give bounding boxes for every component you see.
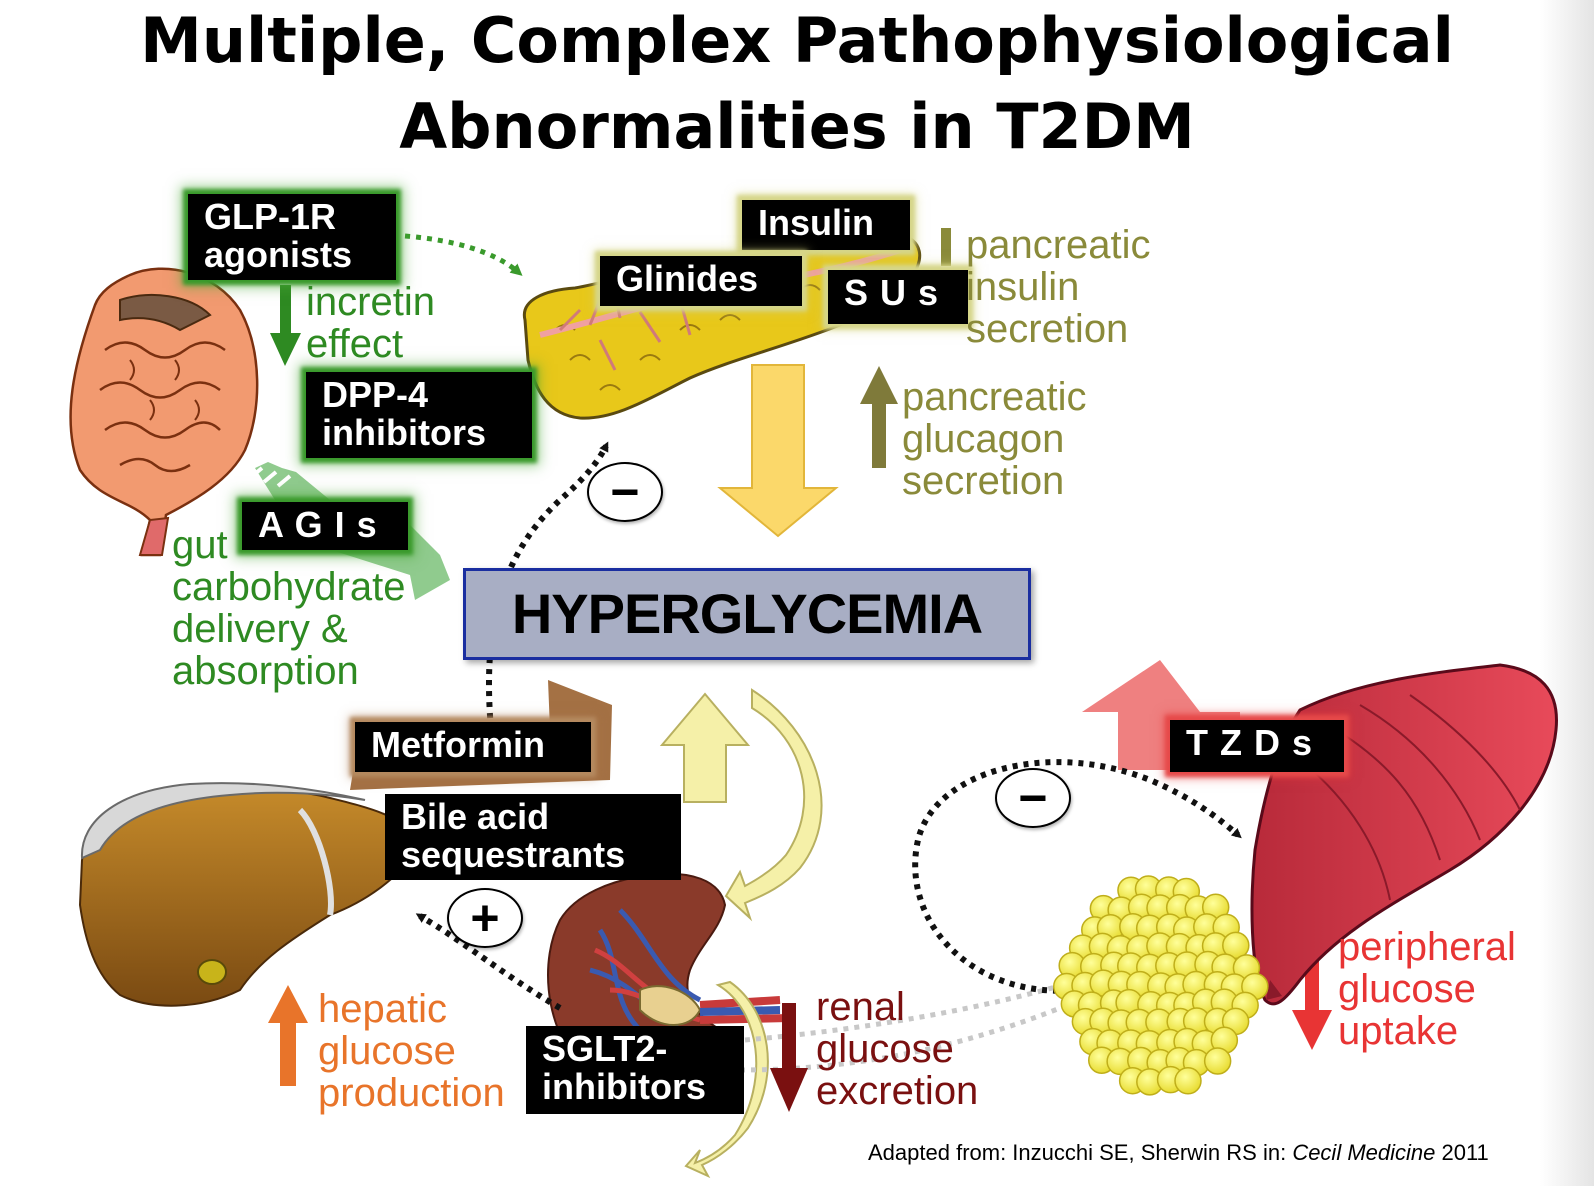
glp1r-line2: agonists bbox=[204, 234, 353, 275]
incretin-down-arrow bbox=[270, 285, 301, 366]
hyperglycemia-to-kidney-arrow bbox=[724, 688, 823, 922]
source-citation: Adapted from: Inzucchi SE, Sherwin RS in… bbox=[868, 1140, 1489, 1166]
intestine-icon bbox=[69, 267, 259, 557]
kidney-bottom-curve-arrow bbox=[684, 980, 769, 1179]
gut-line2: carbohydrate bbox=[172, 565, 406, 609]
glp1r-agonists-box: GLP-1R agonists bbox=[188, 194, 396, 280]
dpp4-line2: inhibitors bbox=[322, 412, 486, 453]
plus-sign-liver: + bbox=[447, 888, 523, 948]
hepatic-up-arrow bbox=[268, 985, 308, 1086]
fat-cell bbox=[1222, 931, 1250, 960]
minus-sign-pancreas: − bbox=[587, 462, 663, 522]
agis-box: A G I s bbox=[242, 502, 408, 550]
source-book: Cecil Medicine bbox=[1292, 1140, 1436, 1165]
glucagon-line3: secretion bbox=[902, 459, 1065, 503]
page-title-line2: Abnormalities in T2DM bbox=[399, 90, 1195, 163]
pancreatic-glucagon-secretion-label: pancreatic glucagon secretion bbox=[902, 376, 1087, 502]
sus-box: S U s bbox=[828, 270, 968, 324]
glp1r-line1: GLP-1R bbox=[204, 196, 337, 237]
gut-line4: absorption bbox=[172, 649, 359, 693]
sglt2-line1: SGLT2- bbox=[542, 1028, 668, 1069]
peripheral-line3: uptake bbox=[1338, 1009, 1459, 1053]
peripheral-glucose-uptake-label: peripheral glucose uptake bbox=[1338, 926, 1516, 1052]
fat-cell bbox=[1203, 1047, 1232, 1075]
peripheral-line1: peripheral bbox=[1338, 925, 1516, 969]
renal-glucose-excretion-label: renal glucose excretion bbox=[816, 986, 978, 1112]
liver-icon bbox=[78, 782, 422, 1007]
page-title-line1: Multiple, Complex Pathophysiological bbox=[140, 4, 1454, 77]
bile-line1: Bile acid bbox=[401, 796, 550, 837]
dotted-arc-to-muscle bbox=[912, 759, 1242, 994]
kidney-up-arrow bbox=[659, 692, 751, 803]
metformin-box: Metformin bbox=[355, 722, 591, 772]
minus-sign-muscle: − bbox=[995, 768, 1071, 828]
dpp4-inhibitors-box: DPP-4 inhibitors bbox=[306, 372, 532, 458]
sglt2-line2: inhibitors bbox=[542, 1066, 706, 1107]
gut-line3: delivery & bbox=[172, 607, 348, 651]
renal-line3: excretion bbox=[816, 1069, 979, 1113]
pancreas-to-hyperglycemia-arrow bbox=[717, 364, 839, 538]
renal-down-arrow bbox=[770, 1003, 808, 1112]
bile-line2: sequestrants bbox=[401, 834, 626, 875]
insulin-secretion-line1: pancreatic bbox=[966, 223, 1151, 267]
insulin-secretion-bar bbox=[941, 228, 951, 266]
dotted-arrow-to-liver bbox=[415, 913, 562, 1011]
glp1-to-pancreas-arrow bbox=[404, 233, 523, 276]
insulin-box: Insulin bbox=[742, 200, 910, 250]
insulin-secretion-line3: secretion bbox=[966, 307, 1129, 351]
source-prefix: Adapted from: Inzucchi SE, Sherwin RS in… bbox=[868, 1140, 1293, 1165]
renal-line2: glucose bbox=[816, 1027, 954, 1071]
fat-cell bbox=[1174, 1067, 1202, 1095]
gut-carbohydrate-label: gut carbohydrate delivery & absorption bbox=[172, 524, 405, 692]
bile-acid-sequestrants-box: Bile acid sequestrants bbox=[385, 794, 681, 880]
dpp4-line1: DPP-4 bbox=[322, 374, 429, 415]
gut-line1: gut bbox=[172, 523, 228, 567]
source-year: 2011 bbox=[1435, 1140, 1489, 1165]
pancreatic-insulin-secretion-label: pancreatic insulin secretion bbox=[966, 224, 1151, 350]
glucagon-up-arrow bbox=[860, 366, 898, 468]
hepatic-glucose-production-label: hepatic glucose production bbox=[318, 988, 505, 1114]
glucagon-line1: pancreatic bbox=[902, 375, 1087, 419]
dotted-arc-to-pancreas bbox=[486, 441, 609, 741]
hepatic-line3: production bbox=[318, 1071, 505, 1115]
incretin-line2: effect bbox=[306, 322, 404, 366]
fat-cells-icon bbox=[1052, 875, 1269, 1096]
renal-line1: renal bbox=[816, 985, 905, 1029]
glucagon-line2: glucagon bbox=[902, 417, 1065, 461]
peripheral-line2: glucose bbox=[1338, 967, 1476, 1011]
tzds-box: T Z D s bbox=[1170, 720, 1344, 772]
incretin-effect-label: incretin effect bbox=[306, 281, 435, 365]
sglt2-inhibitors-box: SGLT2- inhibitors bbox=[526, 1026, 744, 1114]
hepatic-line1: hepatic bbox=[318, 987, 447, 1031]
right-edge-shade bbox=[1540, 0, 1594, 1186]
glinides-box: Glinides bbox=[600, 256, 802, 306]
hyperglycemia-box: HYPERGLYCEMIA bbox=[463, 568, 1031, 660]
insulin-secretion-line2: insulin bbox=[966, 265, 1080, 309]
incretin-line1: incretin bbox=[306, 280, 435, 324]
dotted-kidney-to-fat bbox=[739, 997, 1081, 1073]
hepatic-line2: glucose bbox=[318, 1029, 456, 1073]
